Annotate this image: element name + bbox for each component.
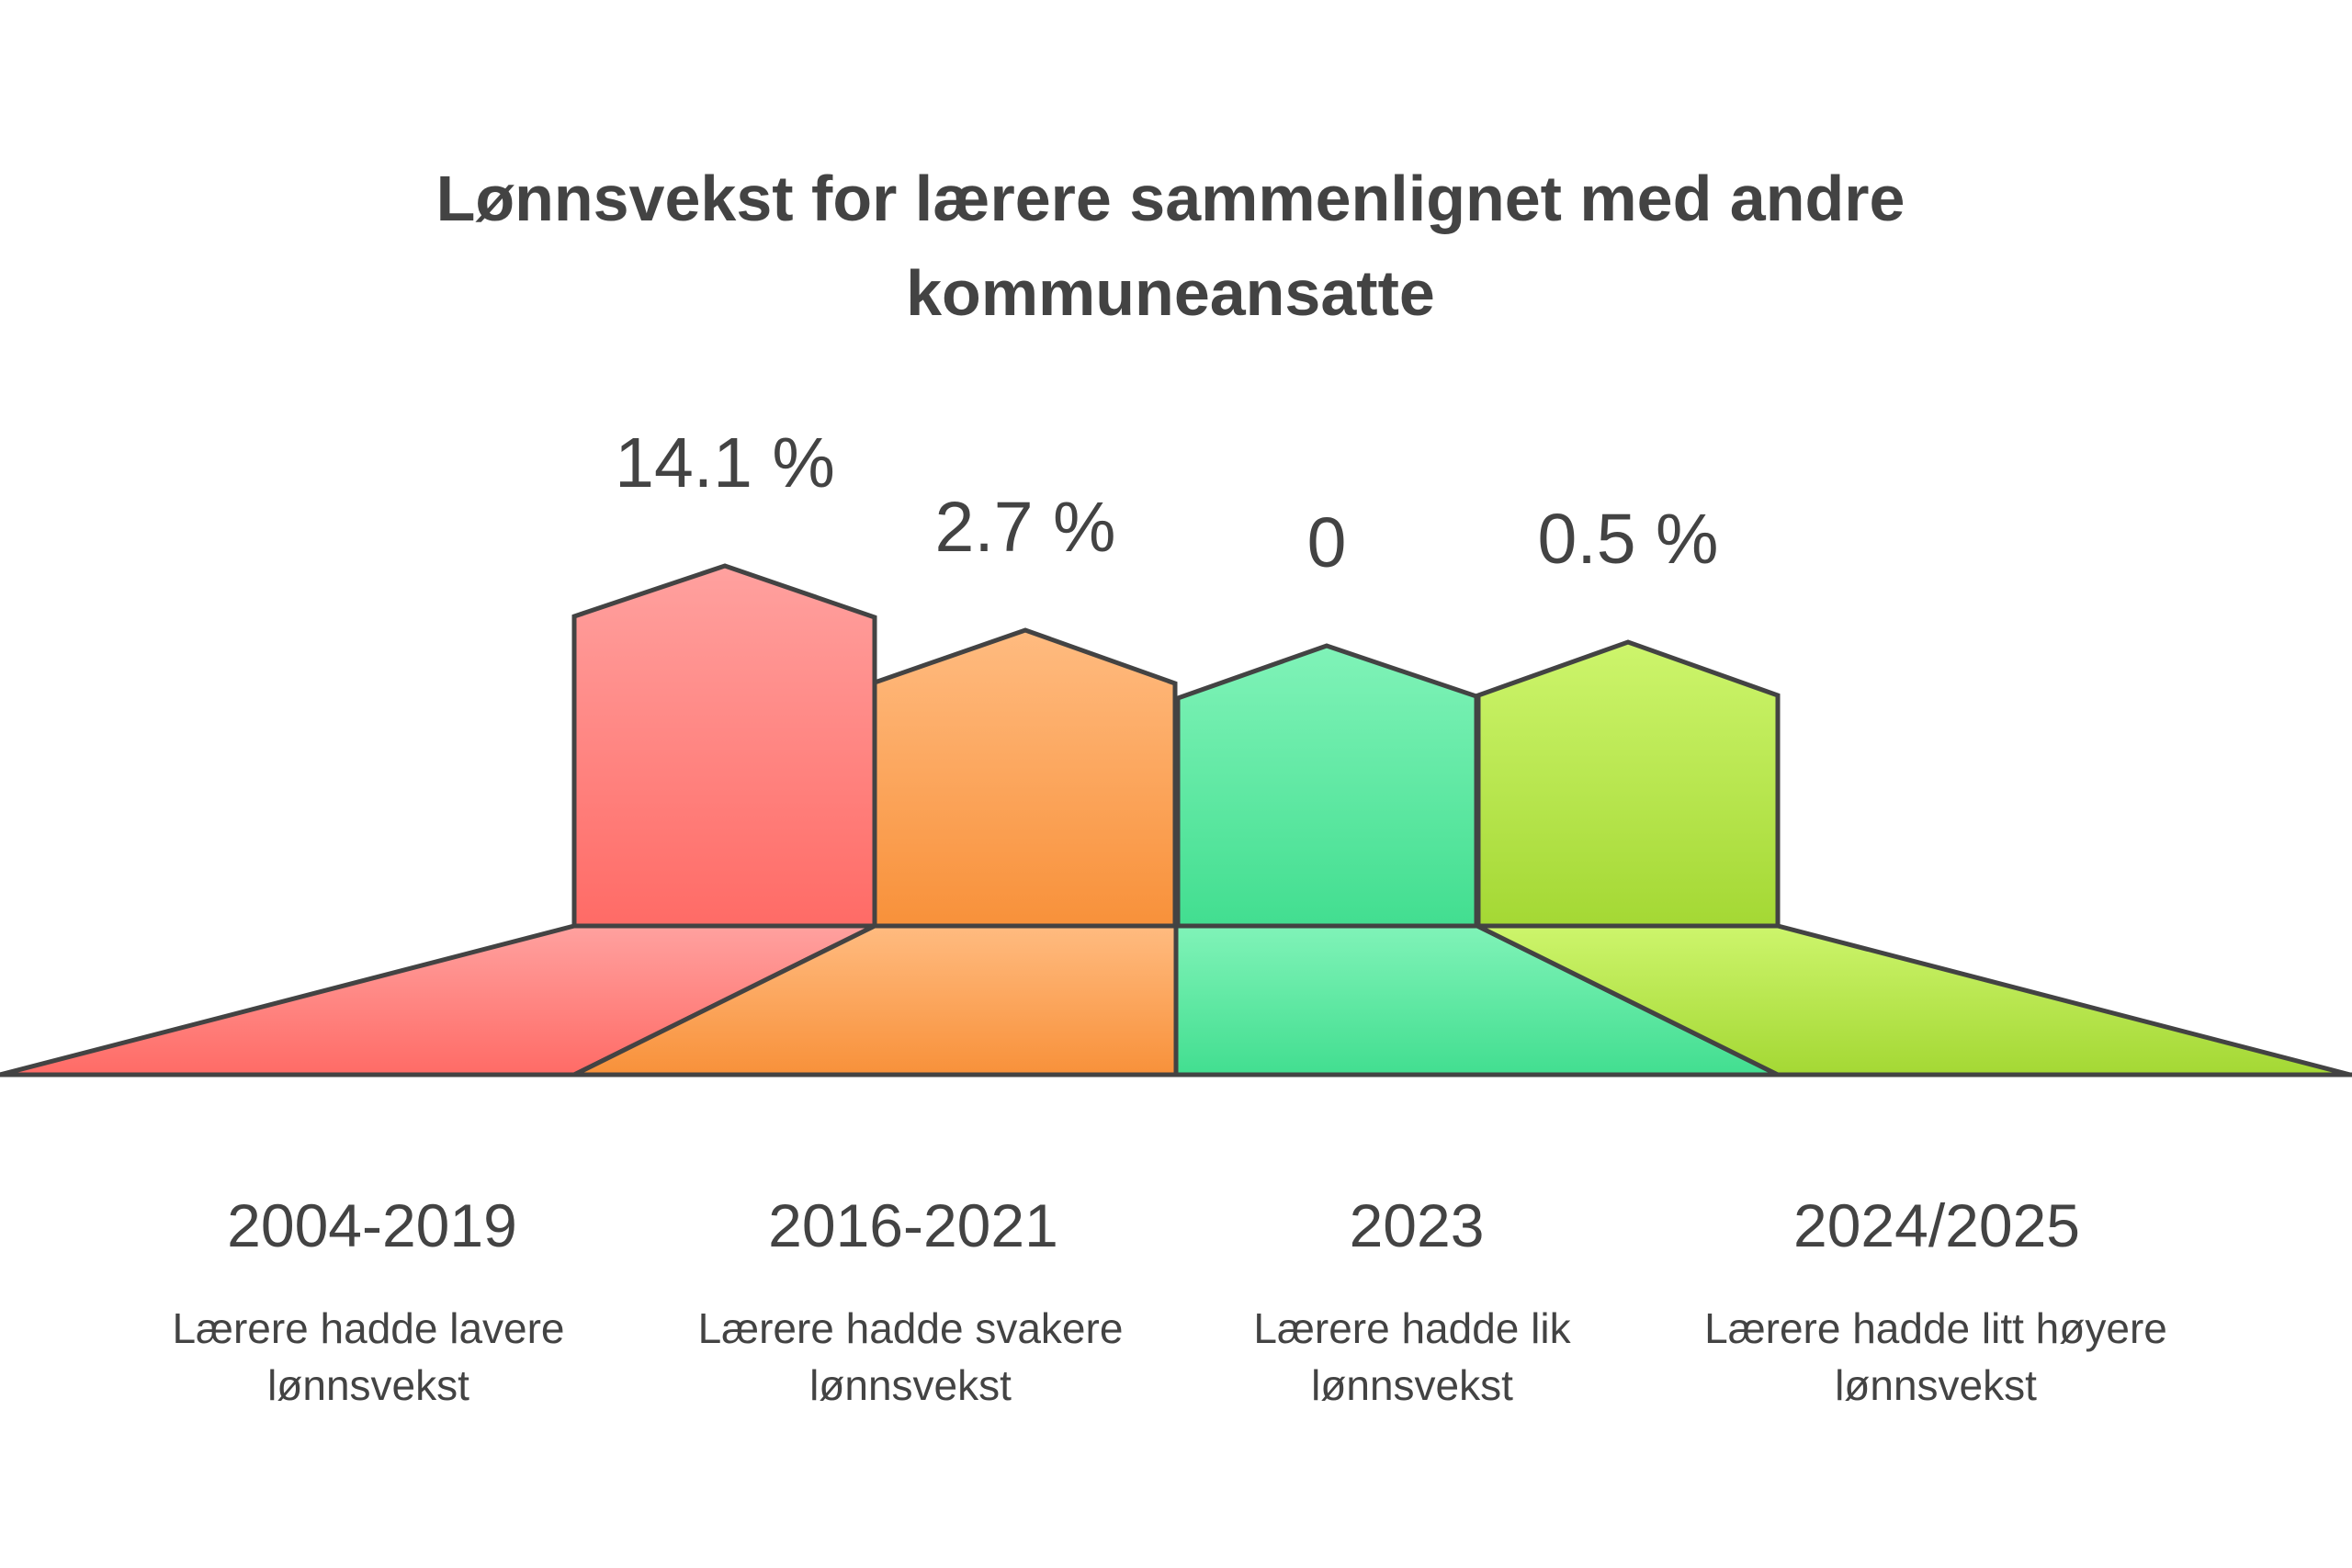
value-label-2024-2025: 0.5 %: [1538, 500, 1719, 579]
description-line-1: Lærere hadde svakere: [698, 1304, 1124, 1352]
block-2024-2025: [1476, 639, 1781, 929]
period-label-2016-2021: 2016-2021: [768, 1191, 1058, 1259]
period-label-2023: 2023: [1350, 1191, 1485, 1259]
descriptions: Lærere hadde lavere lønnsvekst Lærere ha…: [172, 1304, 2166, 1409]
title-line-1: Lønnsvekst for lærere sammenlignet med a…: [436, 163, 1905, 234]
description-line-1: Lærere hadde lavere: [172, 1304, 564, 1352]
title-line-2: kommuneansatte: [906, 257, 1435, 329]
description-line-2: lønnsvekst: [1835, 1361, 2037, 1409]
block-2004-2019: [571, 563, 877, 929]
value-label-2004-2019: 14.1 %: [615, 423, 835, 502]
period-label-2024-2025: 2024/2025: [1793, 1191, 2080, 1259]
description-line-2: lønnsvekst: [267, 1361, 469, 1409]
description-line-1: Lærere hadde lik: [1253, 1304, 1571, 1352]
base-segments: [0, 923, 2352, 1077]
block-2016-2021: [872, 627, 1178, 929]
value-label-2016-2021: 2.7 %: [935, 488, 1116, 567]
period-labels: 2004-2019 2016-2021 2023 2024/2025: [227, 1191, 2080, 1259]
value-labels: 14.1 % 2.7 % 0 0.5 %: [615, 423, 1718, 582]
description-line-2: lønnsvekst: [1311, 1361, 1513, 1409]
period-label-2004-2019: 2004-2019: [227, 1191, 517, 1259]
title: Lønnsvekst for lærere sammenlignet med a…: [436, 163, 1905, 329]
value-label-2023: 0: [1307, 503, 1347, 582]
upper-blocks: [571, 563, 1781, 929]
description-line-2: lønnsvekst: [809, 1361, 1012, 1409]
block-2023: [1175, 643, 1479, 929]
description-line-1: Lærere hadde litt høyere: [1704, 1304, 2167, 1352]
